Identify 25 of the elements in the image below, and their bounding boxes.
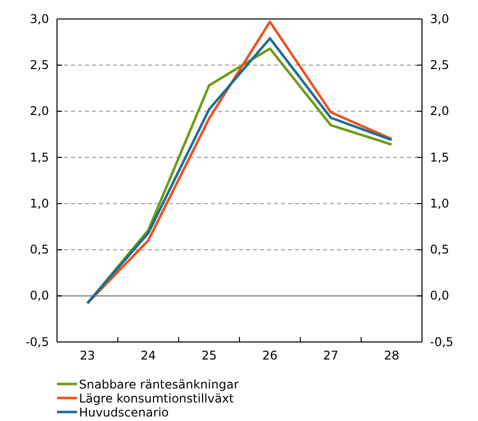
- y2-tick-label: 2,5: [430, 58, 450, 72]
- y-tick-label: 0,0: [30, 288, 49, 303]
- legend-label: Lägre konsumtionstillväxt: [79, 392, 234, 406]
- legend-label: Huvudscenario: [79, 406, 169, 420]
- x-tick-label: 23: [80, 348, 96, 362]
- y-tick-label: 0,5: [30, 242, 49, 257]
- x-tick-label: 24: [140, 348, 156, 362]
- y2-tick-label: 3,0: [430, 12, 450, 26]
- y2-tick-label: -0,5: [430, 334, 454, 349]
- y2-tick-label: 2,0: [430, 104, 450, 118]
- y-tick-label: 3,0: [30, 12, 49, 26]
- legend-label: Snabbare räntesänkningar: [79, 378, 239, 392]
- y2-tick-label: 1,0: [430, 196, 450, 210]
- x-tick-label: 27: [323, 348, 338, 362]
- y-tick-label: 1,0: [30, 196, 49, 210]
- y2-tick-label: 0,0: [430, 288, 450, 303]
- x-tick-label: 25: [201, 348, 217, 362]
- y-tick-label: -0,5: [26, 334, 49, 349]
- x-tick-label: 28: [384, 348, 400, 362]
- y2-tick-label: 1,5: [430, 150, 450, 164]
- y-tick-label: 2,5: [30, 58, 49, 72]
- x-tick-label: 26: [262, 348, 278, 362]
- y-tick-label: 1,5: [30, 150, 49, 164]
- y-tick-label: 2,0: [30, 104, 49, 118]
- y2-tick-label: 0,5: [430, 242, 450, 257]
